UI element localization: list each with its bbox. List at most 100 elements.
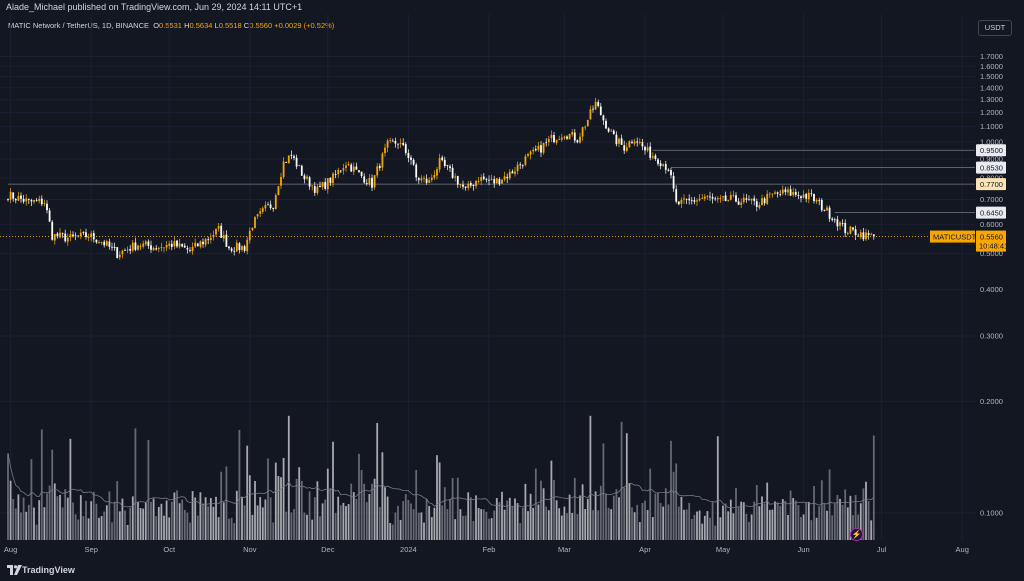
tradingview-logo-icon <box>7 565 22 575</box>
candle-body <box>482 176 485 180</box>
volume-bar <box>79 495 82 540</box>
volume-bar <box>248 475 251 540</box>
volume-bar <box>35 524 38 540</box>
candle-body <box>849 226 852 234</box>
price-tick-label: 0.9000 <box>980 154 1003 163</box>
volume-bar <box>381 452 384 540</box>
candle-body <box>714 198 717 200</box>
low-label: L <box>214 21 219 30</box>
candle-body <box>241 246 243 250</box>
candle-body <box>514 171 516 174</box>
candle-body <box>69 234 72 238</box>
candle-body <box>246 239 249 252</box>
candle-body <box>636 141 639 143</box>
time-tick-label: Feb <box>483 545 496 554</box>
candle-body <box>186 248 189 250</box>
volume-bar <box>555 500 558 540</box>
volume-bar <box>638 522 641 540</box>
time-tick-label: Nov <box>243 545 257 554</box>
volume-bar <box>191 491 194 540</box>
volume-bar <box>38 500 41 540</box>
candle-body <box>352 166 355 172</box>
candle-body <box>228 246 230 249</box>
volume-bar <box>98 517 100 540</box>
candle-body <box>854 229 857 236</box>
candle-body <box>300 165 303 176</box>
candle-body <box>779 194 782 195</box>
volume-bar <box>386 496 389 540</box>
volume-bar <box>742 502 745 540</box>
candle-body <box>430 177 433 180</box>
volume-bar <box>139 508 142 540</box>
volume-bar <box>246 445 249 540</box>
volume-bar <box>459 509 462 540</box>
volume-bar <box>22 497 25 540</box>
time-tick-label: Aug <box>956 545 969 554</box>
candle-body <box>25 198 28 202</box>
candle-body <box>168 243 171 246</box>
volume-bar <box>347 504 350 540</box>
volume-bar <box>649 468 652 540</box>
candle-body <box>51 221 54 240</box>
currency-button[interactable]: USDT <box>978 20 1012 36</box>
volume-bar <box>425 498 428 540</box>
volume-bar <box>529 493 532 540</box>
candle-body <box>503 176 506 180</box>
candle-body <box>72 234 74 237</box>
candle-body <box>14 199 17 201</box>
candle-body <box>706 195 709 197</box>
volume-bar <box>662 506 665 540</box>
volume-bar <box>363 483 366 540</box>
level-tag <box>976 161 1006 174</box>
volume-bar <box>456 477 459 540</box>
volume-bar <box>729 499 732 540</box>
volume-bar <box>303 512 306 540</box>
volume-bar <box>490 518 493 540</box>
volume-bar <box>787 514 789 540</box>
candle-body <box>261 208 264 212</box>
candle-body <box>810 193 813 195</box>
volume-bar <box>20 512 22 540</box>
price-chart[interactable] <box>0 14 975 554</box>
candle-body <box>592 108 594 110</box>
time-axis[interactable]: Aug Sep Oct Nov Dec 2024 Feb Mar Apr May Jun Jul Aug <box>0 540 975 558</box>
volume-bar <box>337 496 340 540</box>
volume-moving-average <box>7 453 875 509</box>
volume-bar <box>108 491 111 540</box>
volume-bar <box>124 510 126 540</box>
change-value: +0.0029 (+0.52%) <box>274 21 335 30</box>
candle-body <box>412 159 415 165</box>
candle-body <box>852 227 854 230</box>
level-tags: 0.9500 0.8530 0.7700 0.6450 <box>976 144 1006 219</box>
volume-bar <box>646 510 649 540</box>
symbol-title[interactable]: MATIC Network / TetherUS, 1D, BINANCE <box>8 21 150 30</box>
volume-bar <box>685 509 688 540</box>
candle-body <box>337 169 340 175</box>
volume-bar <box>644 500 646 540</box>
volume-bar <box>51 449 54 540</box>
volume-bar <box>823 503 826 540</box>
volume-bar <box>199 492 202 540</box>
volume-bar <box>56 496 59 540</box>
volume-bar <box>566 513 568 540</box>
volume-bar <box>352 492 355 540</box>
volume-bar <box>545 506 548 540</box>
volume-bar <box>43 507 46 540</box>
candle-body <box>225 234 228 247</box>
candle-body <box>540 145 542 153</box>
flash-icon[interactable]: ⚡ <box>850 528 863 541</box>
volume-bar <box>272 522 275 540</box>
candle-body <box>449 166 451 169</box>
volume-bar <box>631 507 633 540</box>
volume-bar <box>802 514 805 540</box>
candle-body <box>207 239 210 241</box>
candle-body <box>680 199 683 204</box>
price-tick-label: 1.0000 <box>980 137 1003 146</box>
volume-bar <box>290 512 293 540</box>
candle-body <box>423 178 425 179</box>
candle-body <box>742 197 745 203</box>
price-tick-label: 0.5000 <box>980 249 1003 258</box>
candle-body <box>163 247 165 249</box>
volume-bar <box>319 516 321 540</box>
